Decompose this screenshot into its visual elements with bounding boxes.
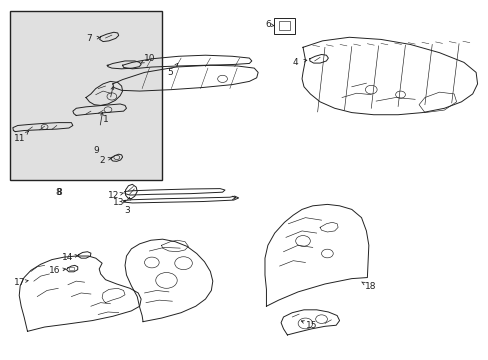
Text: 1: 1 (102, 115, 108, 124)
Text: 15: 15 (305, 321, 317, 330)
Text: 2: 2 (99, 156, 105, 165)
Text: 13: 13 (113, 198, 124, 207)
Text: 11: 11 (15, 134, 26, 143)
Text: 9: 9 (93, 146, 99, 155)
Text: 10: 10 (143, 54, 155, 63)
FancyBboxPatch shape (10, 12, 161, 180)
Text: 3: 3 (124, 206, 130, 215)
Text: 8: 8 (56, 188, 62, 197)
Text: 7: 7 (86, 34, 92, 43)
Text: 12: 12 (108, 191, 119, 200)
Text: 17: 17 (14, 278, 25, 287)
Text: 4: 4 (292, 58, 298, 67)
Text: 8: 8 (55, 188, 61, 197)
Text: 18: 18 (364, 282, 375, 291)
Text: 16: 16 (48, 266, 60, 275)
Text: 14: 14 (62, 253, 74, 262)
Text: 5: 5 (167, 68, 173, 77)
Text: 6: 6 (264, 20, 270, 29)
